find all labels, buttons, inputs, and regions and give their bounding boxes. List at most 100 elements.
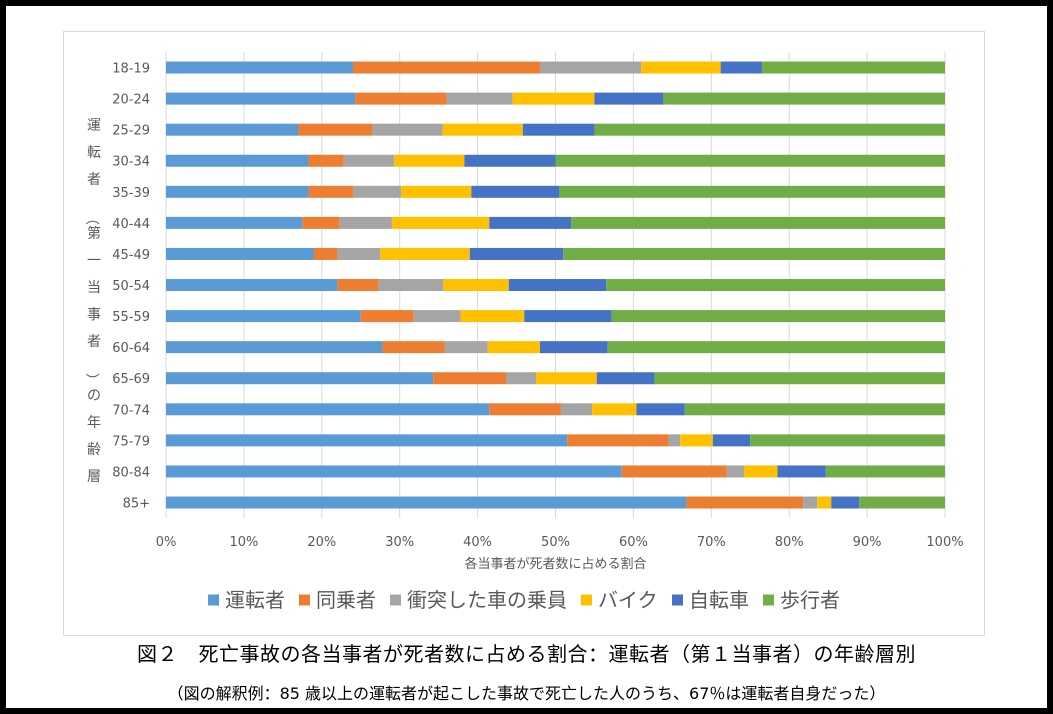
- bar-segment: [380, 247, 470, 260]
- x-tick-label: 100%: [926, 535, 963, 550]
- bar-segment: [446, 92, 513, 105]
- bar-segment: [859, 496, 945, 509]
- x-axis-label: 各当事者が死者数に占める割合: [464, 556, 646, 572]
- bar-segment: [592, 403, 637, 416]
- bar-segment: [166, 216, 303, 229]
- bar-segment: [308, 154, 344, 167]
- bar-segment: [382, 341, 445, 354]
- bar-segment: [394, 154, 465, 167]
- bar-segment: [166, 61, 353, 74]
- bar-segment: [352, 61, 540, 74]
- bar-segment: [663, 92, 945, 105]
- bar-segment: [596, 372, 655, 385]
- figure-sheet: 18-19 20-24 25-29 30-34 35-39 40-44 45-49 50-54…: [6, 6, 1047, 708]
- legend-label: 運転者: [225, 588, 285, 612]
- figure-note: （図の解釈例：85 歳以上の運転者が起こした事故で死亡した人のうち、67％は運転…: [167, 684, 886, 703]
- legend-item: 自転車: [672, 588, 749, 612]
- bar-segment: [831, 496, 860, 509]
- bar-segment: [636, 403, 685, 416]
- bar-segment: [686, 496, 804, 509]
- bar-segment: [654, 372, 945, 385]
- bar-segment: [460, 310, 525, 323]
- bar-segment: [750, 434, 945, 447]
- bar-segment: [166, 496, 687, 509]
- bar-segment: [712, 434, 751, 447]
- bar-segment: [442, 123, 523, 136]
- bar-segment: [594, 92, 664, 105]
- bar-segment: [559, 185, 945, 198]
- legend-label: 歩行者: [780, 588, 840, 612]
- bar-segment: [339, 216, 392, 229]
- x-tick-label: 90%: [853, 535, 882, 550]
- bar-segment: [298, 123, 373, 136]
- bar-segment: [166, 279, 338, 292]
- stacked-bar-chart: 18-19 20-24 25-29 30-34 35-39 40-44 45-49 50-54…: [83, 52, 964, 612]
- y-tick-label: 60-64: [112, 341, 150, 356]
- y-tick-label: 70-74: [112, 403, 150, 418]
- bar-segment: [803, 496, 818, 509]
- bar-segment: [611, 310, 945, 323]
- legend-swatch: [390, 594, 401, 606]
- bar-segment: [343, 154, 395, 167]
- bar-segment: [817, 496, 832, 509]
- bar-segment: [555, 154, 945, 167]
- y-tick-label: 75-79: [112, 434, 150, 449]
- bar-segment: [506, 372, 537, 385]
- x-tick-label: 70%: [697, 535, 726, 550]
- bar-segment: [433, 372, 507, 385]
- bar-segment: [684, 403, 945, 416]
- bar-segment: [512, 92, 595, 105]
- bar-segment: [352, 185, 402, 198]
- legend-label: バイク: [598, 588, 658, 612]
- y-tick-label: 25-29: [112, 124, 150, 139]
- legend: 運転者 同乗者 衝突した車の乗員 バイク 自転車 歩行者: [208, 588, 840, 612]
- bar-segment: [166, 154, 309, 167]
- y-tick-label: 55-59: [112, 310, 150, 325]
- bar-segment: [524, 310, 612, 323]
- bar-segment: [641, 61, 721, 74]
- y-tick-label: 80-84: [112, 465, 150, 480]
- bar-segment: [471, 185, 560, 198]
- bar-segment: [680, 434, 713, 447]
- bar-segment: [489, 216, 572, 229]
- bar-segment: [314, 247, 338, 260]
- bar-segment: [825, 465, 945, 478]
- legend-item: 同乗者: [299, 588, 376, 612]
- bar-segment: [563, 247, 945, 260]
- bar-segment: [726, 465, 745, 478]
- bar-segment: [444, 341, 488, 354]
- legend-swatch: [299, 594, 310, 606]
- bar-segment: [720, 61, 762, 74]
- x-tick-label: 0%: [156, 535, 177, 550]
- x-tick-label: 80%: [775, 535, 804, 550]
- bar-segment: [337, 247, 381, 260]
- bar-segment: [744, 465, 778, 478]
- y-tick-label: 45-49: [112, 248, 150, 263]
- bar-segment: [567, 434, 669, 447]
- x-tick-label: 50%: [541, 535, 570, 550]
- bar-segment: [594, 123, 945, 136]
- bar-segment: [166, 434, 568, 447]
- bar-segment: [777, 465, 826, 478]
- y-tick-label: 35-39: [112, 186, 150, 201]
- bar-segment: [668, 434, 681, 447]
- legend-item: バイク: [581, 588, 658, 612]
- y-tick-label: 30-34: [112, 155, 150, 170]
- bar-segment: [571, 216, 945, 229]
- bar-segment: [539, 341, 608, 354]
- bar-segment: [539, 61, 642, 74]
- legend-item: 歩行者: [763, 588, 840, 612]
- bar-segment: [607, 341, 945, 354]
- legend-label: 同乗者: [316, 588, 376, 612]
- x-tick-label: 60%: [619, 535, 648, 550]
- legend-item: 運転者: [208, 588, 285, 612]
- bar-segment: [522, 123, 595, 136]
- figure-caption: 図２ 死亡事故の各当事者が死者数に占める割合：運転者（第１当事者）の年齢層別: [137, 642, 916, 666]
- bar-segment: [606, 279, 945, 292]
- y-tick-label: 85+: [123, 497, 150, 512]
- y-tick-label: 50-54: [112, 279, 150, 294]
- bar-segment: [372, 123, 443, 136]
- bar-segment: [443, 279, 509, 292]
- x-tick-label: 10%: [229, 535, 258, 550]
- bar-segment: [308, 185, 353, 198]
